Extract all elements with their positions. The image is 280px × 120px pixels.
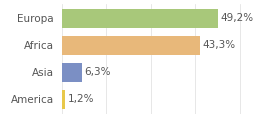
Bar	[62, 36, 200, 55]
Bar	[62, 90, 66, 109]
Text: 49,2%: 49,2%	[221, 13, 254, 23]
Text: 43,3%: 43,3%	[202, 40, 235, 50]
Bar	[62, 63, 82, 82]
Text: 1,2%: 1,2%	[68, 94, 94, 104]
Bar	[62, 9, 218, 28]
Text: 6,3%: 6,3%	[84, 67, 111, 77]
